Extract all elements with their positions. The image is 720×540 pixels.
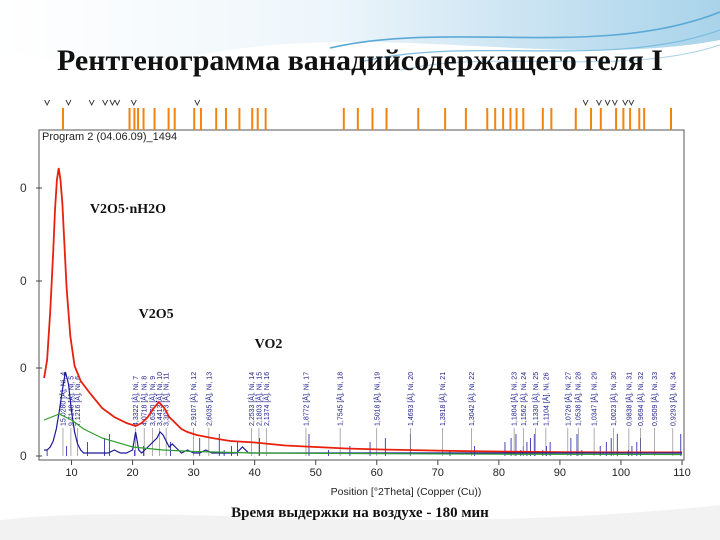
peak-label: 1,3042 [Å], Ni, 22 bbox=[467, 372, 476, 426]
reference-tick-mark bbox=[65, 99, 72, 107]
peak-label: 7,1216 [Å], Ni, 6 bbox=[73, 376, 82, 426]
x-tick-label: 60 bbox=[371, 467, 383, 479]
y-tick-label: 0 bbox=[20, 274, 27, 288]
peak-label: 0,9293 [Å], Ni, 34 bbox=[668, 372, 677, 426]
reference-tick-mark bbox=[130, 99, 137, 107]
slide-title: Рентгенограмма ванадийсодержащего геля I bbox=[57, 44, 663, 77]
peak-label: 1,7545 [Å], Ni, 18 bbox=[336, 372, 345, 426]
peak-label: 0,9694 [Å], Ni, 32 bbox=[636, 372, 645, 426]
reference-tick-mark bbox=[596, 99, 602, 107]
peak-label: 3,4413 [Å], Ni, 10 bbox=[155, 372, 164, 426]
series-group bbox=[43, 167, 683, 456]
x-tick-label: 40 bbox=[249, 467, 261, 479]
y-tick-group: 0 0 0 0 bbox=[20, 181, 42, 463]
peak-label: 0,9509 [Å], Ni, 33 bbox=[650, 372, 659, 426]
peak-label: 3,3073 [Å], Ni, 11 bbox=[162, 372, 171, 426]
peak-label: 1,5018 [Å], Ni, 19 bbox=[372, 372, 381, 426]
peak-label: 1,0538 [Å], Ni, 28 bbox=[574, 372, 583, 426]
x-axis-label: Position [°2Theta] (Copper (Cu)) bbox=[331, 486, 482, 498]
peak-label: 1,1562 [Å], Ni, 24 bbox=[519, 372, 528, 426]
x-tick-label: 90 bbox=[554, 467, 566, 479]
series-line bbox=[43, 413, 683, 456]
peak-label: 2,6035 [Å], Ni, 13 bbox=[204, 372, 213, 426]
top-reference-ticks bbox=[44, 99, 635, 107]
x-tick-label: 50 bbox=[310, 467, 322, 479]
annotation-group: V2O5·nH2O V2O5 VO2 bbox=[90, 202, 283, 352]
reference-tick-mark bbox=[604, 99, 611, 107]
peak-label: 2,1803 [Å], Ni, 15 bbox=[254, 372, 263, 426]
peak-label: 1,1104 [Å], Ni, 26 bbox=[541, 372, 550, 426]
peak-label: 1,0023 [Å], Ni, 30 bbox=[609, 372, 618, 426]
peak-label: 4,3322 [Å], Ni, 7 bbox=[131, 376, 140, 426]
y-tick-label: 0 bbox=[20, 449, 27, 463]
peak-label: 1,0726 [Å], Ni, 27 bbox=[563, 372, 572, 426]
peak-label: 1,1330 [Å], Ni, 25 bbox=[531, 372, 540, 426]
peak-label: 1,1804 [Å], Ni, 23 bbox=[510, 372, 519, 426]
annotation-label: V2O5·nH2O bbox=[90, 202, 166, 217]
reference-tick-mark bbox=[628, 99, 635, 107]
reference-tick-mark bbox=[44, 99, 51, 107]
plot-area bbox=[38, 129, 685, 461]
x-tick-label: 30 bbox=[187, 467, 199, 479]
x-tick-label: 70 bbox=[432, 467, 444, 479]
y-tick-label: 0 bbox=[20, 361, 27, 375]
annotation-label: VO2 bbox=[255, 337, 283, 352]
peak-label: 3,6370 [Å], Ni, 9 bbox=[148, 376, 157, 426]
reference-tick-mark bbox=[109, 99, 116, 107]
reference-tick-mark bbox=[622, 99, 629, 107]
orange-reference-ticks bbox=[61, 108, 673, 130]
reference-tick-mark bbox=[102, 99, 109, 107]
y-tick-label: 0 bbox=[20, 181, 27, 195]
peak-label-group: 15,0280 [Å], Ni, 4 9,7148 [Å], Ni, 5 7,121… bbox=[58, 372, 677, 456]
reference-tick-mark bbox=[582, 99, 589, 107]
peak-label: 1,0347 [Å], Ni, 29 bbox=[590, 372, 599, 426]
peak-label: 1,3918 [Å], Ni, 21 bbox=[438, 372, 447, 426]
reference-tick-mark bbox=[114, 99, 121, 107]
peak-label: 4,0718 [Å], Ni, 8 bbox=[140, 376, 149, 426]
peak-label: 0,9838 [Å], Ni, 31 bbox=[624, 372, 633, 426]
peak-label: 2,1374 [Å], Ni, 16 bbox=[262, 372, 271, 426]
peak-label: 15,0280 [Å], Ni, 4 bbox=[58, 372, 67, 426]
annotation-label: V2O5 bbox=[139, 307, 174, 322]
reference-tick-mark bbox=[194, 99, 201, 107]
slide-caption: Время выдержки на воздухе - 180 мин bbox=[231, 505, 489, 521]
reference-tick-mark bbox=[611, 99, 618, 107]
peak-label: 2,9107 [Å], Ni, 12 bbox=[189, 372, 198, 426]
x-tick-label: 110 bbox=[673, 467, 691, 479]
reference-tick-mark bbox=[88, 99, 95, 107]
peak-label: 2,2533 [Å], Ni, 14 bbox=[247, 372, 256, 426]
x-tick-label: 20 bbox=[126, 467, 138, 479]
header-label: Program 2 (04.06.09)_1494 bbox=[42, 131, 177, 143]
x-tick-label: 80 bbox=[493, 467, 505, 479]
series-line bbox=[43, 167, 682, 454]
x-tick-label: 10 bbox=[65, 467, 77, 479]
x-axis-ticks: 10 20 30 40 50 60 70 80 90 100 110 bbox=[65, 460, 691, 479]
peak-label: 1,4693 [Å], Ni, 20 bbox=[406, 372, 415, 426]
peak-label: 1,8772 [Å], Ni, 17 bbox=[301, 372, 310, 426]
x-tick-label: 100 bbox=[612, 467, 630, 479]
plot-frame bbox=[38, 129, 685, 461]
